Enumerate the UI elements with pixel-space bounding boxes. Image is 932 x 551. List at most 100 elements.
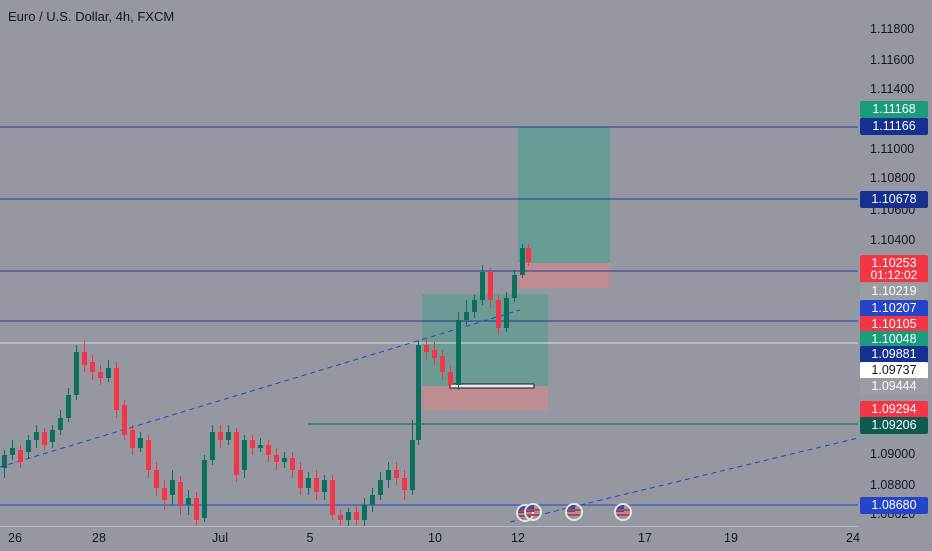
price-tag-stop-loss: 1.09294 (860, 401, 928, 418)
candle-body (402, 478, 407, 490)
candle-body (520, 248, 525, 275)
candle-body (274, 455, 279, 462)
price-tag: 1.09444 (860, 378, 928, 395)
time-label: 19 (724, 531, 738, 545)
price-tag-last: 1.10253 (860, 255, 928, 272)
position-entry-handle (449, 383, 535, 389)
candle-body (410, 440, 415, 490)
candle-body (194, 498, 199, 520)
price-tag-crosshair: 1.09737 (860, 362, 928, 379)
price-tick: 1.10400 (870, 233, 916, 247)
candle-body (282, 458, 287, 462)
bar-countdown: 01:12:02 (860, 268, 928, 282)
long-position-loss-zone (518, 263, 610, 288)
candle-body (314, 478, 319, 492)
candle-body (218, 432, 223, 440)
candle-body (34, 432, 39, 440)
time-label: 26 (8, 531, 22, 545)
candle-body (226, 432, 231, 440)
time-axis[interactable]: 26 28 Jul 5 10 12 17 19 24 (0, 526, 860, 551)
candle-body (424, 345, 429, 352)
candle-body (42, 432, 47, 445)
price-tag: 1.10219 (860, 283, 928, 300)
candle-body (480, 272, 485, 300)
time-label: 5 (306, 531, 314, 545)
chart-area[interactable]: Euro / U.S. Dollar, 4h, FXCM (0, 0, 858, 526)
candle-body (416, 345, 421, 440)
price-tick: 1.11000 (870, 142, 915, 156)
us-flag-icon[interactable] (614, 503, 632, 521)
candle-body (130, 430, 135, 448)
candle-body (298, 470, 303, 488)
candle-body (202, 460, 207, 518)
candle-body (496, 300, 501, 328)
candle-body (354, 512, 359, 520)
candle-body (18, 450, 23, 462)
candle-body (346, 512, 351, 520)
price-tag-take-profit: 1.11168 (860, 101, 928, 118)
price-tag: 1.10048 (860, 331, 928, 348)
price-tag-hline: 1.10678 (860, 191, 928, 208)
candle-body (432, 350, 437, 358)
candle-body (258, 445, 263, 448)
candle-body (370, 495, 375, 505)
price-axis[interactable]: 1.11800 1.11600 1.11400 1.11000 1.10800 … (858, 0, 932, 550)
candle-body (488, 272, 493, 300)
candle-body (170, 480, 175, 495)
candle-body (242, 440, 247, 470)
time-label: 28 (92, 531, 106, 545)
candle-body (234, 432, 239, 475)
candle-body (138, 438, 143, 448)
chart-canvas[interactable] (0, 0, 858, 526)
price-tag: 1.09206 (860, 417, 928, 434)
candle-body (178, 482, 183, 505)
candle-body (186, 498, 191, 505)
price-tag-hline: 1.08680 (860, 497, 928, 514)
candle-body (440, 356, 445, 372)
candle-body (266, 445, 271, 455)
candle-body (504, 298, 509, 328)
price-tick: 1.11800 (870, 22, 915, 36)
candle-body (362, 505, 367, 520)
time-label: 10 (428, 531, 442, 545)
candle-body (82, 352, 87, 365)
long-position-profit-zone (422, 294, 548, 386)
candle-body (448, 372, 453, 385)
candle-body (66, 395, 71, 418)
candle-body (106, 368, 111, 378)
candle-body (74, 352, 79, 395)
candle-body (26, 440, 31, 452)
price-tick: 1.11400 (870, 82, 915, 96)
price-tag: 1.09881 (860, 346, 928, 363)
price-tag-hline: 1.11166 (860, 118, 928, 135)
long-position-profit-zone (518, 127, 610, 263)
candle-body (512, 275, 517, 298)
candle-body (154, 470, 159, 488)
candle-body (338, 515, 343, 520)
candle-body (464, 312, 469, 320)
time-label: 17 (638, 531, 652, 545)
candle-body (162, 488, 167, 500)
candle-body (386, 470, 391, 480)
us-flag-icon[interactable] (524, 503, 542, 521)
time-label: Jul (212, 531, 228, 545)
candle-body (306, 478, 311, 488)
candle-body (10, 448, 15, 455)
price-tick: 1.08800 (870, 478, 916, 492)
us-flag-icon[interactable] (565, 503, 583, 521)
time-label: 12 (511, 531, 525, 545)
candle-body (2, 455, 7, 468)
trend-line (0, 309, 521, 468)
chart-title: Euro / U.S. Dollar, 4h, FXCM (8, 9, 175, 24)
price-tick: 1.09000 (870, 447, 916, 461)
price-tag: 1.10105 (860, 316, 928, 333)
candle-body (290, 458, 295, 470)
candle-body (322, 480, 327, 492)
candle-body (472, 300, 477, 312)
candle-body (146, 440, 151, 470)
candle-body (90, 362, 95, 372)
candle-body (526, 248, 531, 262)
candle-body (114, 368, 119, 410)
candle-body (378, 480, 383, 495)
long-position-loss-zone (422, 386, 548, 410)
